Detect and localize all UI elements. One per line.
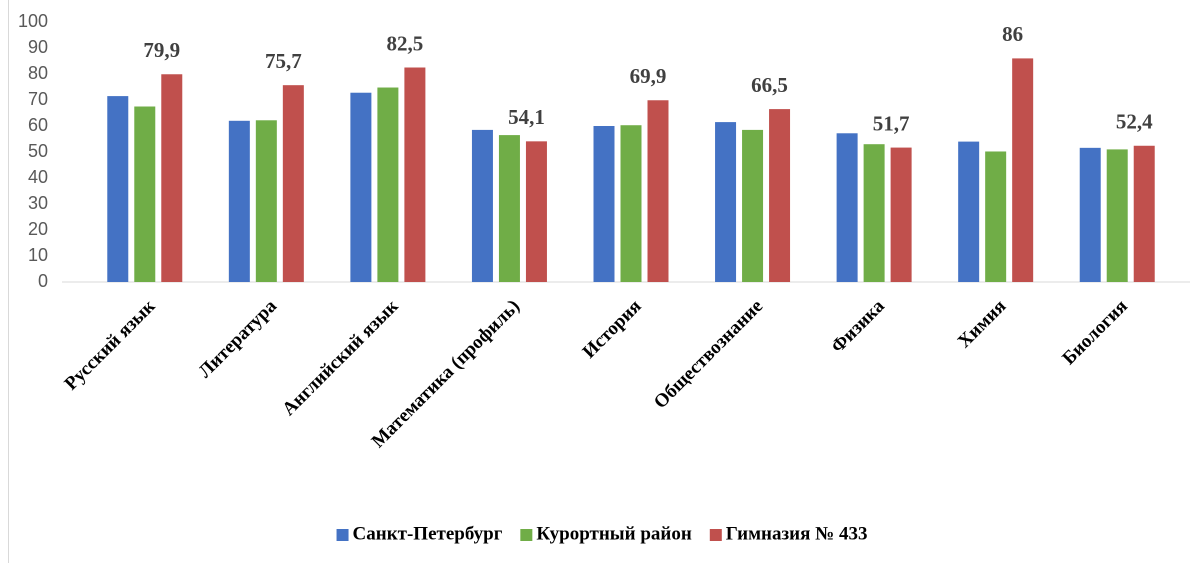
legend-label: Курортный район — [536, 523, 692, 544]
bar — [836, 133, 858, 282]
bar — [498, 135, 520, 282]
y-tick-label: 0 — [38, 271, 48, 291]
y-tick-label: 100 — [18, 11, 48, 31]
value-label: 75,7 — [265, 49, 302, 73]
bar — [404, 67, 426, 282]
value-label: 54,1 — [508, 105, 545, 129]
legend-swatch — [520, 529, 533, 541]
bar — [161, 74, 183, 282]
bar — [1133, 145, 1155, 282]
bar — [985, 151, 1007, 282]
bar — [377, 87, 399, 283]
bar — [1106, 149, 1128, 282]
y-tick-label: 40 — [28, 167, 48, 187]
chart-frame — [8, 0, 9, 563]
x-tick-label: Русский язык — [61, 296, 160, 395]
value-label: 79,9 — [143, 38, 180, 62]
value-label: 69,9 — [630, 64, 667, 88]
y-tick-label: 10 — [28, 245, 48, 265]
y-tick-label: 70 — [28, 89, 48, 109]
legend-label: Санкт-Петербург — [353, 523, 503, 544]
y-tick-label: 50 — [28, 141, 48, 161]
x-tick-label: Литература — [195, 295, 282, 382]
x-tick-label: Физика — [827, 295, 889, 357]
bar — [134, 106, 156, 282]
legend-swatch — [709, 529, 722, 541]
bar — [715, 122, 737, 282]
y-tick-label: 80 — [28, 63, 48, 83]
bar — [255, 120, 277, 282]
y-tick-label: 60 — [28, 115, 48, 135]
x-tick-label: Биология — [1058, 296, 1131, 369]
bar — [228, 120, 250, 282]
bar — [863, 144, 885, 282]
bar — [525, 141, 547, 282]
value-label: 51,7 — [873, 111, 910, 135]
bar — [890, 147, 912, 282]
y-tick-label: 20 — [28, 219, 48, 239]
legend-swatch — [336, 529, 349, 541]
value-label: 82,5 — [387, 31, 424, 55]
legend-label: Гимназия № 433 — [726, 523, 868, 544]
bar — [471, 129, 493, 282]
x-tick-label: Обществознание — [650, 296, 767, 413]
bar — [107, 96, 129, 282]
bar — [593, 126, 615, 282]
value-label: 52,4 — [1116, 110, 1153, 134]
bar — [282, 85, 304, 283]
bar — [620, 125, 642, 282]
bar — [769, 109, 791, 282]
bar — [350, 92, 372, 282]
x-tick-label: Химия — [954, 296, 1010, 352]
bar — [1079, 147, 1101, 282]
x-tick-label: История — [579, 296, 646, 363]
bar — [1012, 58, 1034, 283]
bar — [742, 129, 764, 282]
value-label: 86 — [1002, 22, 1023, 46]
y-tick-label: 30 — [28, 193, 48, 213]
y-tick-label: 90 — [28, 37, 48, 57]
bar — [958, 141, 980, 282]
bar — [647, 100, 669, 282]
x-tick-label: Английский язык — [278, 296, 402, 420]
value-label: 66,5 — [751, 73, 788, 97]
